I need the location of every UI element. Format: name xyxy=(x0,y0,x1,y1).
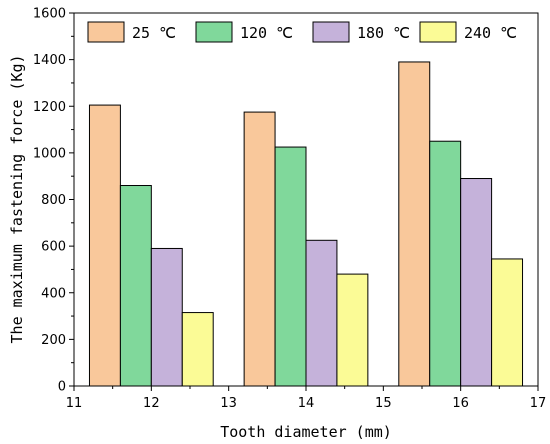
bar-16-2 xyxy=(460,178,493,387)
legend-label-2: 180 ℃ xyxy=(357,24,410,42)
x-tick-label: 16 xyxy=(452,396,469,411)
bar-12-3 xyxy=(181,312,214,387)
y-tick-label: 1600 xyxy=(33,7,66,22)
y-tick-label: 600 xyxy=(41,240,66,255)
y-axis-title: The maximum fastening force (Kg) xyxy=(8,55,26,344)
x-tick-label: 11 xyxy=(66,396,83,411)
bar-14-1 xyxy=(274,146,307,387)
legend-label-0: 25 ℃ xyxy=(132,24,176,42)
y-axis: 0 200 400 600 800 1000 1200 1400 1600 xyxy=(33,7,74,395)
y-tick-label: 1400 xyxy=(33,53,66,68)
x-axis: 11 12 13 14 15 16 17 xyxy=(66,386,547,411)
bar-16-1 xyxy=(429,140,462,387)
bar-16-3 xyxy=(491,258,524,387)
x-tick-label: 17 xyxy=(530,396,547,411)
legend-label-3: 240 ℃ xyxy=(464,24,517,42)
y-tick-label: 400 xyxy=(41,286,66,301)
legend-swatch-1 xyxy=(195,21,233,43)
legend-swatch-3 xyxy=(419,21,457,43)
x-axis-title: Tooth diameter (mm) xyxy=(220,423,392,441)
x-tick-label: 15 xyxy=(375,396,392,411)
bar-12-2 xyxy=(150,247,183,387)
legend: 25 ℃ 120 ℃ 180 ℃ 240 ℃ xyxy=(87,21,517,43)
legend-swatch-0 xyxy=(87,21,125,43)
bars-layer xyxy=(88,61,524,387)
bar-14-2 xyxy=(305,239,338,387)
bar-14-0 xyxy=(243,111,276,387)
x-tick-label: 13 xyxy=(220,396,237,411)
bar-14-3 xyxy=(336,273,369,387)
x-tick-label: 14 xyxy=(298,396,315,411)
y-tick-label: 800 xyxy=(41,193,66,208)
legend-label-1: 120 ℃ xyxy=(240,24,293,42)
bar-12-1 xyxy=(119,185,152,387)
bar-12-0 xyxy=(88,104,121,387)
y-tick-label: 1000 xyxy=(33,146,66,161)
y-tick-label: 200 xyxy=(41,333,66,348)
bar-16-0 xyxy=(398,61,431,387)
legend-swatch-2 xyxy=(312,21,350,43)
x-tick-label: 12 xyxy=(143,396,160,411)
y-tick-label: 0 xyxy=(58,380,66,395)
y-tick-label: 1200 xyxy=(33,100,66,115)
